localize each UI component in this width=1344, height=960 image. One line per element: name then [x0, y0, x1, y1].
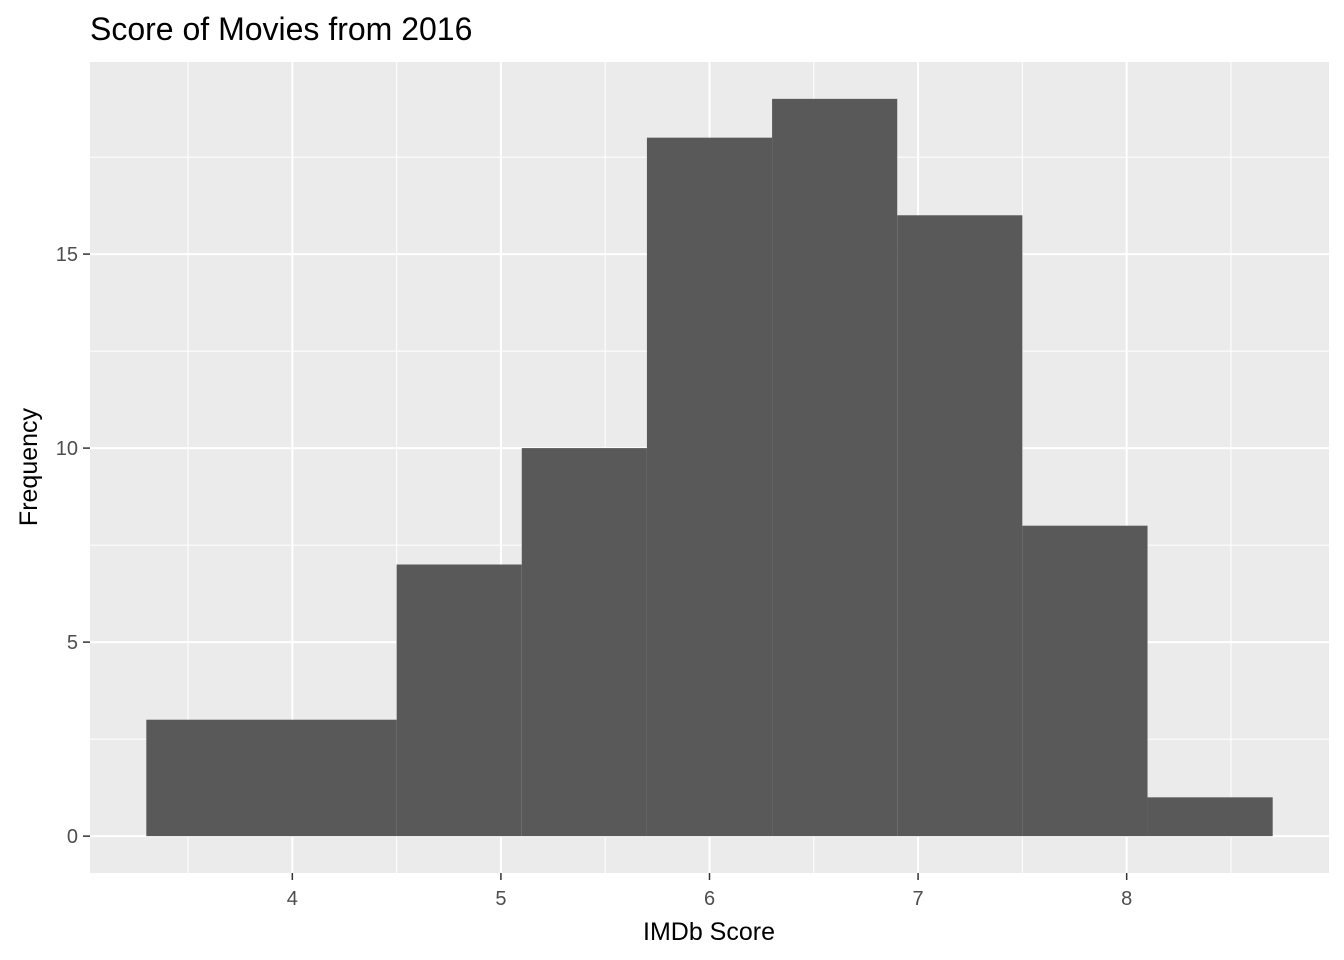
y-tick-label: 0 [67, 826, 78, 848]
histogram-bar [521, 448, 647, 837]
histogram-bars [146, 98, 1273, 837]
x-axis: 4 5 6 7 8 [287, 873, 1132, 910]
histogram-bar [1147, 797, 1273, 837]
histogram-bar [646, 137, 773, 837]
y-tick-label: 10 [56, 438, 78, 460]
histogram-bar [1022, 525, 1148, 837]
x-tick-label: 6 [704, 888, 715, 910]
y-tick-label: 15 [56, 244, 78, 266]
y-axis: 0 5 10 15 [56, 244, 90, 848]
histogram-bar [772, 98, 898, 837]
x-tick-label: 7 [913, 888, 924, 910]
x-tick-label: 5 [495, 888, 506, 910]
x-tick-label: 4 [287, 888, 298, 910]
x-axis-title: IMDb Score [643, 918, 775, 946]
y-axis-title: Frequency [15, 407, 43, 526]
histogram-bar [146, 719, 397, 837]
chart-title: Score of Movies from 2016 [90, 11, 472, 47]
histogram-bar [897, 215, 1023, 837]
x-tick-label: 8 [1121, 888, 1132, 910]
y-tick-label: 5 [67, 632, 78, 654]
histogram-bar [396, 564, 522, 837]
